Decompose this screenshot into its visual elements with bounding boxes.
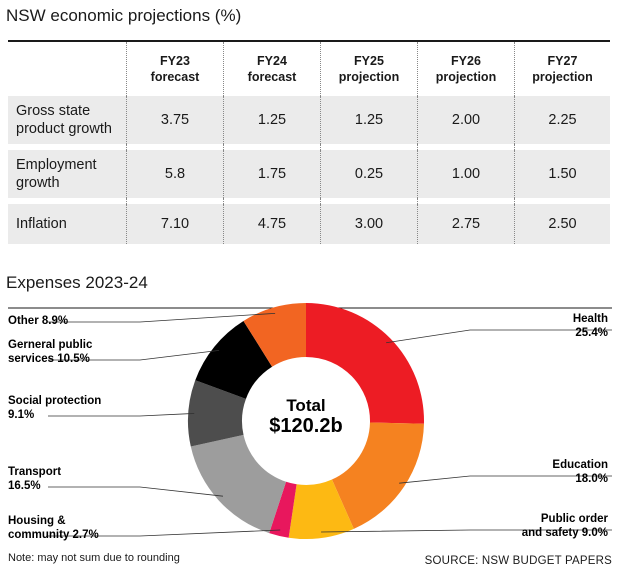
table-cell: 7.10 bbox=[126, 204, 224, 244]
table-cell: 4.75 bbox=[223, 204, 321, 244]
slice-label: 25.4% bbox=[575, 327, 608, 339]
donut-slice-social-protection bbox=[188, 380, 246, 447]
slice-label: and safety 9.0% bbox=[522, 527, 608, 539]
table-cell: 5.8 bbox=[126, 150, 224, 198]
slice-label: Education bbox=[552, 459, 608, 471]
header-fy24: FY24 forecast bbox=[223, 41, 321, 96]
slice-label: 16.5% bbox=[8, 480, 41, 492]
table-cell: 1.00 bbox=[417, 150, 515, 198]
row-label: Employment growth bbox=[8, 150, 127, 198]
donut-slice-gerneral-public-services bbox=[195, 320, 273, 399]
donut-slice-transport bbox=[190, 434, 287, 534]
leader-line bbox=[48, 413, 195, 417]
row-label: Inflation bbox=[8, 204, 127, 244]
slice-label: community 2.7% bbox=[8, 529, 99, 541]
center-label: Total bbox=[286, 396, 325, 415]
header-fy27: FY27 projection bbox=[514, 41, 610, 96]
slice-label: Other 8.9% bbox=[8, 315, 68, 327]
donut-slice-public-order-and-safety bbox=[288, 479, 354, 539]
table-cell: 2.00 bbox=[417, 96, 515, 144]
row-label: Gross state product growth bbox=[8, 96, 127, 144]
chart-title: Expenses 2023-24 bbox=[6, 273, 148, 292]
leader-line bbox=[386, 329, 612, 344]
leader-line bbox=[399, 475, 612, 484]
table-cell: 2.25 bbox=[514, 96, 610, 144]
slice-label: 9.1% bbox=[8, 409, 34, 421]
table-row: Employment growth 5.8 1.75 0.25 1.00 1.50 bbox=[8, 150, 610, 198]
leader-line bbox=[48, 486, 224, 497]
table-cell: 3.00 bbox=[320, 204, 418, 244]
row-spacer bbox=[8, 144, 610, 150]
table-cell: 2.50 bbox=[514, 204, 610, 244]
donut-slice-other bbox=[243, 303, 306, 367]
center-value: $120.2b bbox=[269, 415, 342, 437]
table-header-row: FY23 forecast FY24 forecast FY25 projection… bbox=[8, 41, 610, 96]
slice-label: services 10.5% bbox=[8, 353, 90, 365]
table-row: Inflation 7.10 4.75 3.00 2.75 2.50 bbox=[8, 204, 610, 244]
slice-label: Public order bbox=[541, 513, 609, 525]
donut-slice-education bbox=[331, 422, 424, 529]
header-fy26: FY26 projection bbox=[417, 41, 515, 96]
leader-line bbox=[321, 529, 612, 533]
header-fy23: FY23 forecast bbox=[126, 41, 224, 96]
header-fy25: FY25 projection bbox=[320, 41, 418, 96]
slice-label: Health bbox=[573, 313, 608, 325]
table-cell: 1.50 bbox=[514, 150, 610, 198]
table-row: Gross state product growth 3.75 1.25 1.25… bbox=[8, 96, 610, 144]
table-title: NSW economic projections (%) bbox=[6, 6, 242, 25]
table-cell: 0.25 bbox=[320, 150, 418, 198]
table-cell: 3.75 bbox=[126, 96, 224, 144]
leader-line bbox=[48, 349, 220, 361]
slice-label: Housing & bbox=[8, 515, 66, 527]
table-cell: 1.75 bbox=[223, 150, 321, 198]
slice-label: Transport bbox=[8, 466, 61, 478]
table-cell: 1.25 bbox=[223, 96, 321, 144]
row-spacer bbox=[8, 198, 610, 204]
slice-label: 18.0% bbox=[575, 473, 608, 485]
donut-slice-housing-community bbox=[269, 481, 297, 538]
leader-line bbox=[48, 312, 276, 323]
slice-label: Gerneral public bbox=[8, 339, 93, 351]
slice-label: Social protection bbox=[8, 395, 101, 407]
table-cell: 1.25 bbox=[320, 96, 418, 144]
table-cell: 2.75 bbox=[417, 204, 515, 244]
projections-table: FY23 forecast FY24 forecast FY25 projection… bbox=[8, 40, 610, 244]
footnote: Note: may not sum due to rounding bbox=[8, 552, 180, 564]
donut-slice-health bbox=[306, 303, 425, 424]
source-credit: SOURCE: NSW BUDGET PAPERS bbox=[424, 555, 612, 567]
leader-line bbox=[48, 529, 281, 537]
